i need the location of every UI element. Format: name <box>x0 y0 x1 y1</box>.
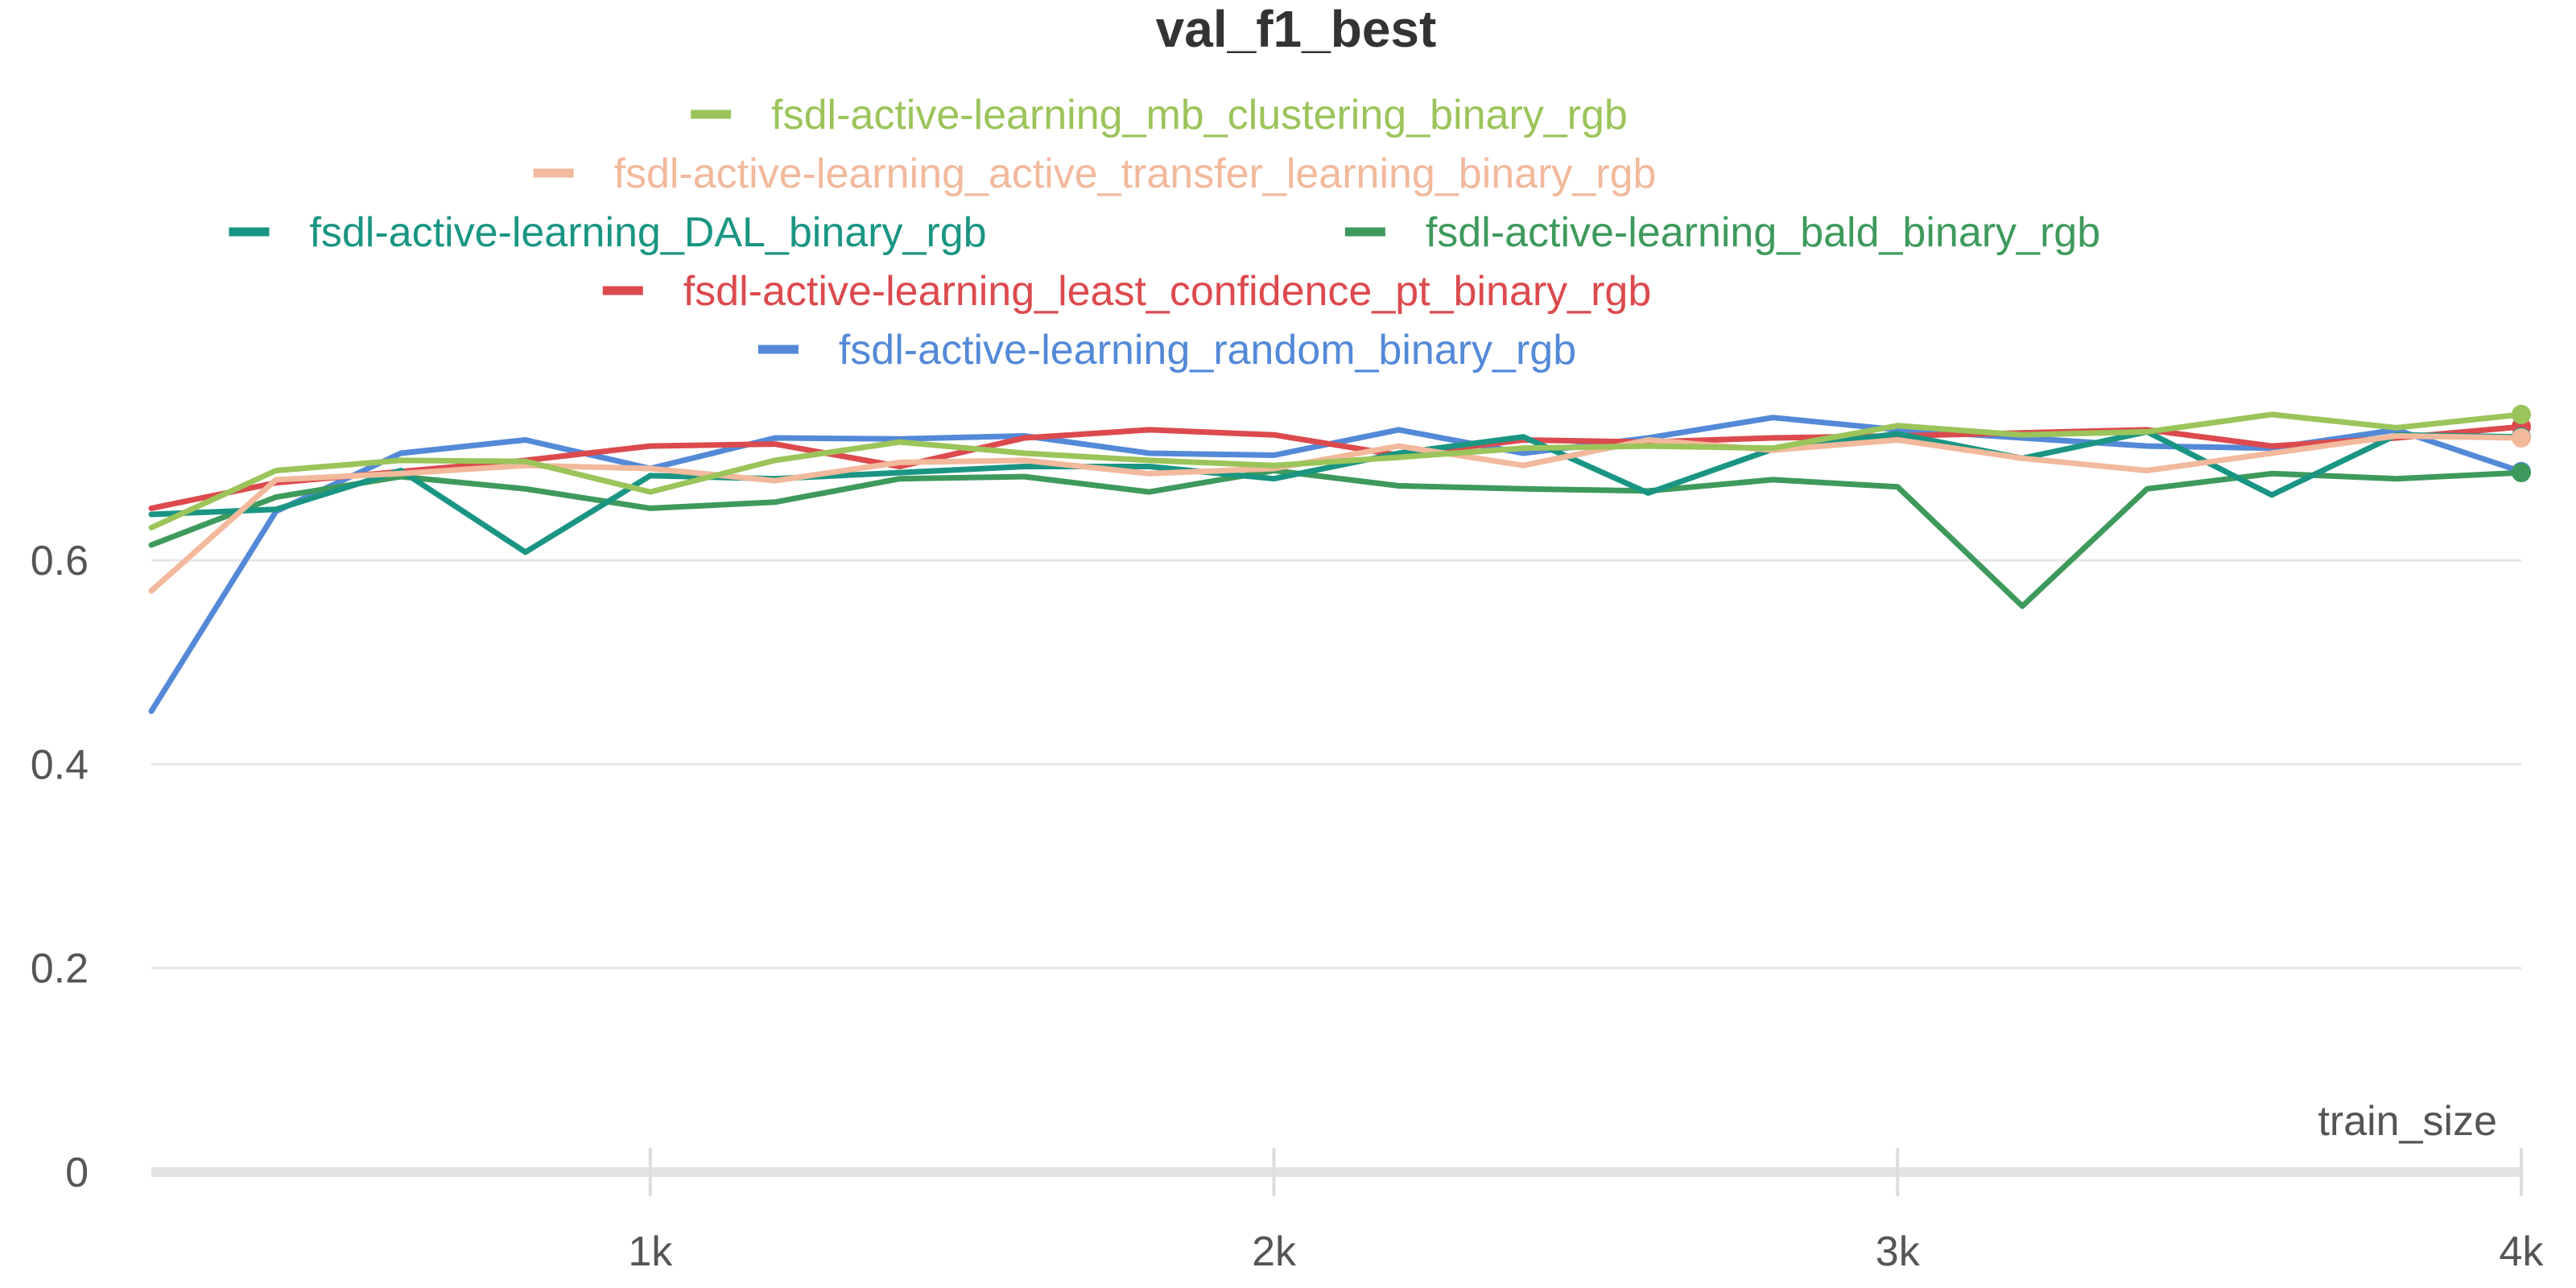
legend: fsdl-active-learning_mb_clustering_binar… <box>229 92 2100 374</box>
legend-label: fsdl-active-learning_random_binary_rgb <box>839 327 1576 374</box>
series-line <box>148 411 2524 530</box>
legend-item: fsdl-active-learning_mb_clustering_binar… <box>691 92 1628 138</box>
series-endpoints <box>2512 404 2531 483</box>
y-axis: 0 0.2 0.4 0.6 <box>31 538 89 1196</box>
y-tick-label: 0.4 <box>31 741 89 788</box>
series-endpoint <box>2512 428 2531 448</box>
x-tick-label: 3k <box>1876 1228 1921 1275</box>
chart-title: val_f1_best <box>1156 0 1437 58</box>
x-axis: 1k 2k 3k 4k <box>151 1148 2544 1275</box>
series-line <box>148 428 2524 555</box>
legend-item: fsdl-active-learning_DAL_binary_rgb <box>229 209 987 256</box>
y-tick-label: 0.2 <box>31 946 89 993</box>
legend-item: fsdl-active-learning_bald_binary_rgb <box>1344 209 2100 256</box>
series-endpoint <box>2512 404 2531 424</box>
legend-label: fsdl-active-learning_mb_clustering_binar… <box>771 92 1628 138</box>
legend-label: fsdl-active-learning_DAL_binary_rgb <box>309 209 986 256</box>
series-endpoint <box>2512 463 2531 483</box>
x-tick-label: 2k <box>1252 1228 1297 1275</box>
y-tick-label: 0.6 <box>31 538 89 584</box>
series-lines <box>148 411 2524 714</box>
legend-label: fsdl-active-learning_bald_binary_rgb <box>1426 209 2100 256</box>
legend-item: fsdl-active-learning_least_confidence_pt… <box>602 268 1652 315</box>
legend-item: fsdl-active-learning_active_transfer_lea… <box>533 151 1657 197</box>
legend-label: fsdl-active-learning_active_transfer_lea… <box>614 151 1657 197</box>
x-axis-label: train_size <box>2318 1098 2497 1145</box>
legend-item: fsdl-active-learning_random_binary_rgb <box>758 327 1576 374</box>
series-line <box>148 468 2524 609</box>
gridlines <box>151 559 2521 970</box>
x-tick-label: 4k <box>2500 1228 2545 1275</box>
y-tick-label: 0 <box>65 1150 89 1196</box>
legend-label: fsdl-active-learning_least_confidence_pt… <box>683 268 1652 315</box>
x-tick-label: 1k <box>628 1228 673 1275</box>
